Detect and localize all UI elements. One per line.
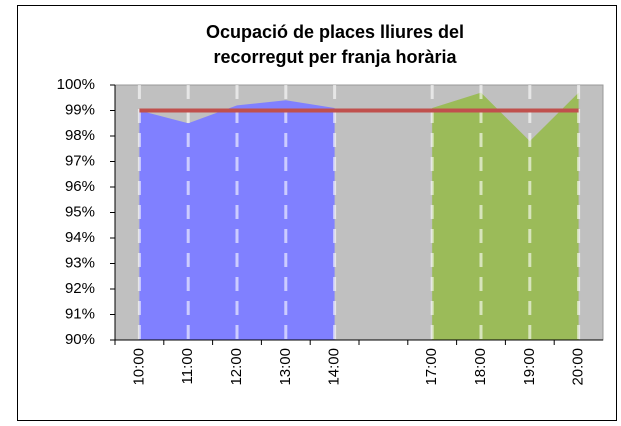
chart-title: Ocupació de places lliures del [206, 22, 464, 42]
y-tick-label: 93% [65, 254, 95, 271]
chart-title: recorregut per franja horària [213, 47, 457, 67]
y-tick-label: 92% [65, 280, 95, 297]
y-tick-label: 90% [65, 331, 95, 348]
y-tick-label: 94% [65, 229, 95, 246]
area [432, 92, 579, 341]
x-tick-label: 14:00 [326, 348, 343, 386]
x-tick-label: 10:00 [130, 348, 147, 386]
x-tick-label: 18:00 [472, 348, 489, 386]
y-tick-label: 98% [65, 127, 95, 144]
x-tick-label: 20:00 [570, 348, 587, 386]
y-tick-label: 91% [65, 305, 95, 322]
y-tick-label: 100% [57, 76, 95, 93]
y-tick-label: 96% [65, 178, 95, 195]
x-tick-label: 13:00 [277, 348, 294, 386]
x-tick-label: 19:00 [521, 348, 538, 386]
x-tick-label: 17:00 [423, 348, 440, 386]
y-tick-label: 97% [65, 152, 95, 169]
x-tick-label: 12:00 [228, 348, 245, 386]
y-tick-label: 95% [65, 203, 95, 220]
y-tick-label: 99% [65, 101, 95, 118]
x-tick-label: 11:00 [179, 348, 196, 384]
